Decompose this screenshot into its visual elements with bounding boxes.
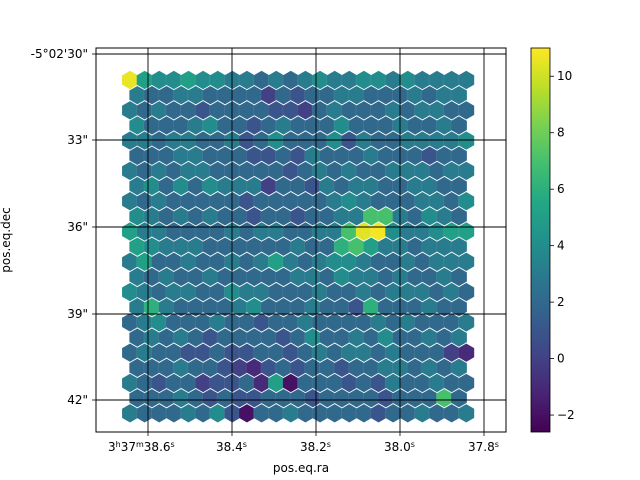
hex-bin [450,328,468,348]
hex-bin [458,161,475,181]
y-axis-ticks: -5°02'30" 33" 36" 39" 42" [31,47,96,407]
y-axis-label: pos.eq.dec [0,207,13,272]
x-tick-label: 38.4s [216,440,247,454]
x-axis-label: pos.eq.ra [273,461,329,475]
colorbar-tick-label: 4 [557,239,565,253]
y-tick-label: 33" [67,133,88,147]
x-tick-label: 38.2s [300,440,331,454]
hex-layer [121,70,475,423]
hex-bin [450,297,468,317]
colorbar-tick-label: 10 [557,69,572,83]
hex-bin [458,343,475,363]
hex-bin [458,131,475,151]
y-tick-label: 39" [67,307,88,321]
hex-bin [450,206,468,226]
x-axis-ticks: 3h37m38.6s 38.4s 38.2s 38.0s 37.8s [108,432,499,454]
hex-bin [450,85,468,105]
x-tick-label: 38.0s [384,440,415,454]
hex-bin [450,267,468,287]
colorbar-tick-label: 0 [557,352,565,366]
hex-bin [458,282,475,302]
hex-bin [450,115,468,135]
hex-bin [458,403,475,423]
colorbar-tick-label: 8 [557,126,565,140]
colorbar-tick-label: 6 [557,182,565,196]
hex-bin [458,252,475,272]
plot-frame [95,47,507,433]
hex-bin [450,237,468,257]
hex-bin [450,388,468,408]
colorbar-tick-label: 2 [557,295,565,309]
y-tick-label: -5°02'30" [31,47,88,61]
hex-bin [450,146,468,166]
hex-bin [458,373,475,393]
hex-bin [450,176,468,196]
x-tick-label: 37.8s [468,440,499,454]
colorbar-ticks: −2 0 2 4 6 8 10 [550,69,575,422]
colorbar [530,47,551,433]
hex-bin [450,358,468,378]
hex-bin [458,100,475,120]
hex-bin [458,191,475,211]
hex-bin [458,70,475,90]
hex-bin [458,312,475,332]
y-tick-label: 42" [67,393,88,407]
colorbar-tick-label: −2 [557,408,575,422]
grid-lines [96,48,506,432]
y-tick-label: 36" [67,220,88,234]
x-tick-label: 3h37m38.6s [108,440,175,454]
